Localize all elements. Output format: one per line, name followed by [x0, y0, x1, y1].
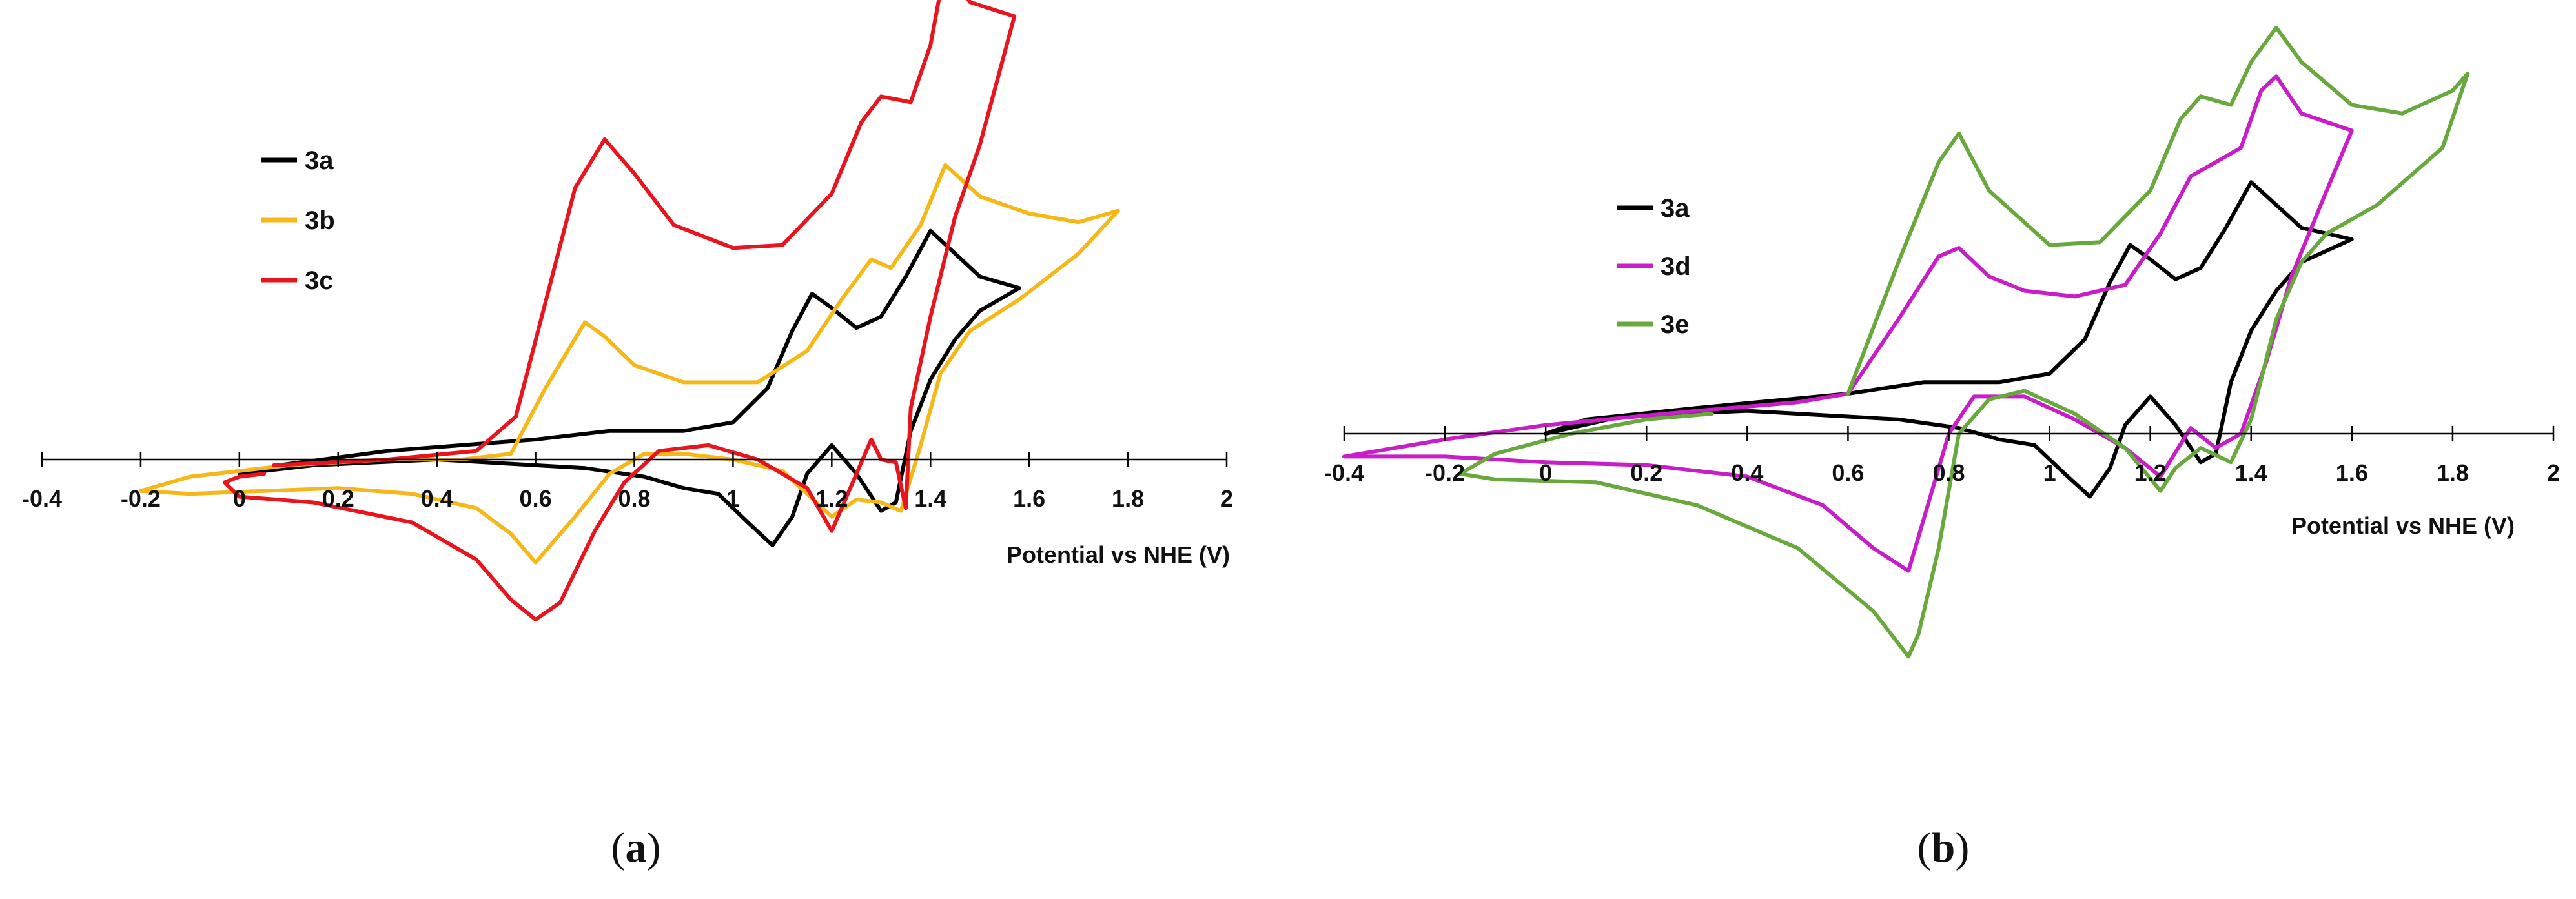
panel-b-tick-label: 1.2: [2134, 460, 2167, 486]
panel-b-tick-label: 1.4: [2235, 460, 2267, 486]
panel-b-tick-label: 0.2: [1630, 460, 1662, 486]
panel-b-series-layer: [1342, 25, 2470, 659]
panel-a-tick-label: 0.6: [520, 485, 552, 512]
panel-b-legend-label-3e: 3e: [1661, 310, 1690, 339]
panel-b-tick-label: 1: [2043, 460, 2056, 486]
panel-a-tick-label: 1: [726, 485, 739, 512]
panel-b-label-close: ): [1955, 824, 1969, 871]
panel-a-series-3c: [222, 0, 1017, 622]
panel-a-tick-label: 1.6: [1013, 485, 1045, 512]
panel-b-tick-label: 2: [2547, 460, 2560, 486]
panel-b-series-3e: [1458, 25, 2470, 659]
panel-a-legend-label-3c: 3c: [305, 267, 334, 295]
panel-a-x-axis-title: Potential vs NHE (V): [1007, 541, 1230, 568]
panel-b-tick-label: -0.2: [1425, 460, 1465, 486]
panel-b-series-3d: [1342, 74, 2354, 573]
panel-b-x-axis-title: Potential vs NHE (V): [2291, 512, 2515, 539]
panel-a-tick-label: 2: [1220, 485, 1233, 512]
panel-b-legend: 3a 3d 3e: [1617, 194, 1691, 339]
panel-b-tick-label: 0.6: [1832, 460, 1864, 486]
panel-a-label-open: (: [611, 824, 626, 871]
panel-b-tick-label: 0.4: [1731, 460, 1763, 486]
panel-b-tick-label: -0.4: [1324, 460, 1364, 486]
panel-b-tick-label: 0.8: [1932, 460, 1965, 486]
panel-a-legend: 3a 3b 3c: [261, 146, 335, 295]
panel-a-tick-label: -0.2: [121, 485, 161, 512]
panel-b: -0.4 -0.2 0 0.2 0.4 0.6 0.8 1 1.2 1.4 1.6 1.8 2 Pote…: [1324, 25, 2560, 871]
panel-a-label: (a): [611, 824, 661, 871]
panel-b-tick-label: 1.6: [2336, 460, 2368, 486]
panel-a-tick-label: 0.8: [618, 485, 650, 512]
panel-a-tick-label: -0.4: [22, 485, 62, 512]
panel-a-label-close: ): [647, 824, 661, 871]
panel-b-label: (b): [1917, 824, 1970, 871]
panel-a-legend-label-3a: 3a: [305, 146, 334, 175]
panel-b-legend-label-3d: 3d: [1661, 252, 1691, 281]
panel-b-x-ticks: -0.4 -0.2 0 0.2 0.4 0.6 0.8 1 1.2 1.4 1.6 1.8 2: [1324, 426, 2560, 486]
panel-b-label-open: (: [1917, 824, 1932, 871]
panel-a-tick-label: 1.2: [815, 485, 848, 512]
panel-a-tick-label: 0: [233, 485, 246, 512]
panel-b-tick-label: 1.8: [2437, 460, 2469, 486]
panel-a-x-ticks: -0.4 -0.2 0 0.2 0.4 0.6 0.8 1 1.2 1.4 1.6 1.8 2: [22, 452, 1233, 512]
panel-a-tick-label: 0.4: [421, 485, 453, 512]
panel-a-legend-label-3b: 3b: [305, 207, 335, 235]
panel-a-label-letter: a: [626, 824, 647, 871]
panel-a-series-3b: [138, 163, 1120, 565]
panel-a-series-3a: [237, 228, 1021, 547]
panel-a: -0.4 -0.2 0 0.2 0.4 0.6 0.8 1 1.2 1.4 1.6 1.8 2 Pote…: [22, 0, 1233, 871]
panel-b-tick-label: 0: [1539, 460, 1552, 486]
panel-a-tick-label: 0.2: [322, 485, 354, 512]
panel-a-series-layer: [138, 0, 1120, 622]
panel-b-legend-label-3a: 3a: [1661, 194, 1690, 223]
panel-a-tick-label: 1.4: [914, 485, 946, 512]
panel-a-tick-label: 1.8: [1112, 485, 1144, 512]
panel-b-series-3a: [1544, 180, 2354, 499]
panel-b-label-letter: b: [1932, 824, 1956, 871]
